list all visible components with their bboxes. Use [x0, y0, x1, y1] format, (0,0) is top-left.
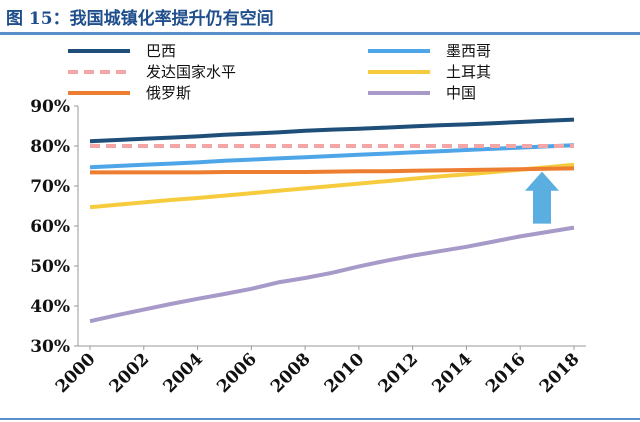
legend-label: 墨西哥 — [446, 42, 491, 60]
y-tick-label: 70% — [30, 177, 70, 197]
x-tick-label: 2006 — [213, 349, 261, 397]
legend-label: 土耳其 — [446, 63, 491, 81]
x-tick-label: 2004 — [159, 349, 207, 397]
up-arrow-icon — [525, 171, 559, 224]
legend-label: 巴西 — [146, 42, 176, 60]
series-line-1 — [89, 143, 575, 170]
series-lines — [89, 117, 575, 324]
y-tick-labels: 90% 80% 70% 60% 50% 40% 30% — [30, 97, 70, 357]
x-tick-label: 2008 — [267, 349, 315, 397]
x-tick-label: 2018 — [536, 349, 584, 397]
y-tick-label: 60% — [30, 217, 70, 237]
x-tick-label: 2014 — [428, 349, 476, 397]
figure-title: 图 15：我国城镇化率提升仍有空间 — [6, 9, 274, 29]
series-line-5 — [89, 225, 575, 324]
x-tick-label: 2010 — [321, 349, 369, 397]
title-divider — [0, 32, 640, 35]
y-tick-label: 50% — [30, 257, 70, 277]
annotation-arrow — [525, 171, 559, 224]
legend-label: 发达国家水平 — [146, 63, 236, 81]
series-line-0 — [89, 117, 575, 144]
y-tick-label: 90% — [30, 97, 70, 117]
y-tick-label: 30% — [30, 337, 70, 357]
series-line-4 — [90, 166, 575, 175]
chart-axes — [74, 105, 586, 350]
y-tick-label: 40% — [30, 297, 70, 317]
bottom-divider — [0, 418, 640, 420]
x-tick-label: 2012 — [375, 349, 423, 397]
series-line-3 — [89, 162, 575, 210]
x-tick-label: 2002 — [106, 349, 154, 397]
legend-label: 中国 — [446, 84, 476, 102]
x-tick-label: 2016 — [482, 349, 530, 397]
y-tick-label: 80% — [30, 137, 70, 157]
legend-label: 俄罗斯 — [146, 84, 191, 102]
x-tick-labels: 2000 2002 2004 2006 2008 2010 2012 2014 2016 2018 — [52, 349, 584, 397]
